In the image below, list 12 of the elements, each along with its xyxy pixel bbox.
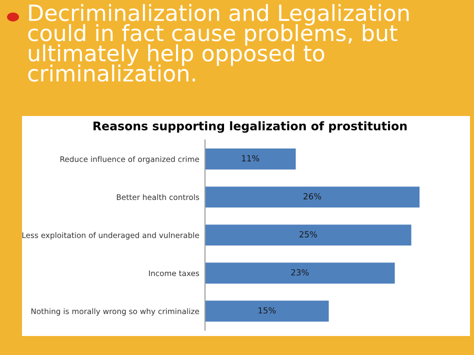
data-label: 26% [304, 193, 322, 200]
bar [205, 148, 296, 170]
data-label: 11% [242, 155, 260, 162]
chart-title: Reasons supporting legalization of prostitution [94, 121, 407, 133]
data-label: 25% [299, 231, 317, 238]
data-label: 23% [291, 269, 309, 276]
bar [205, 224, 412, 246]
bar [205, 300, 329, 322]
bar [205, 262, 395, 284]
bar [205, 186, 420, 208]
text: Decriminalization and Legalization could in fact cause problems, but ultimately help opposed to criminalization. [28, 4, 409, 82]
data-label: 15% [258, 307, 276, 314]
